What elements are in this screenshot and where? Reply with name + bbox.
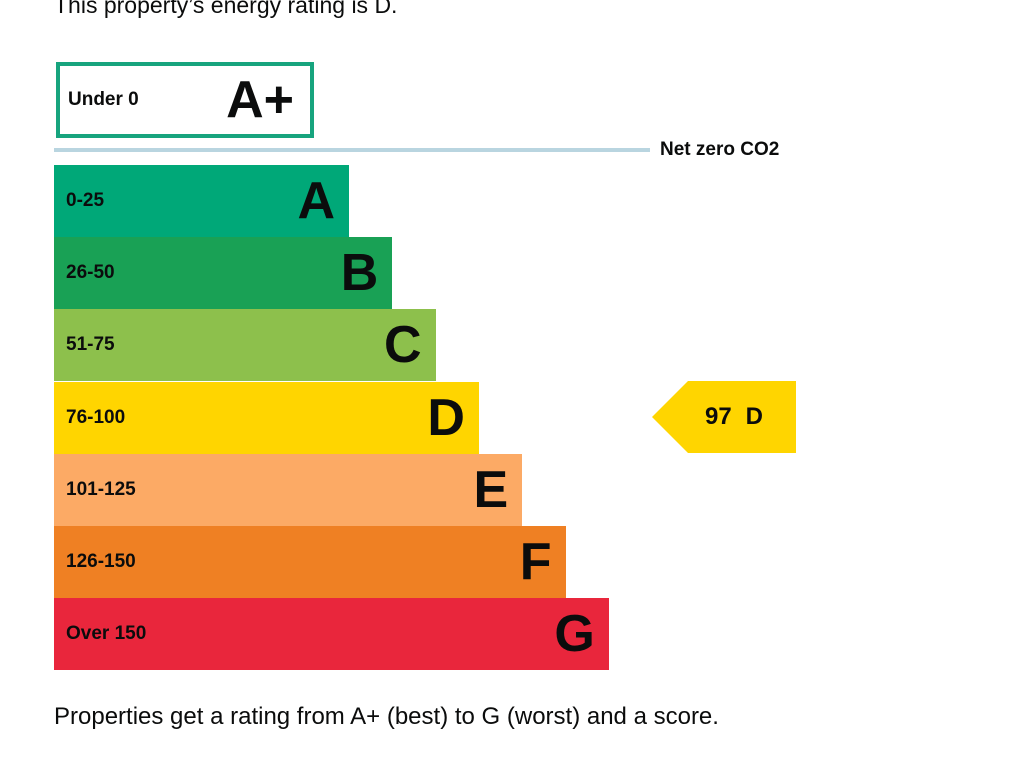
band: 101-125 E [54,453,523,526]
band: 76-100 D [54,381,479,454]
band: Over 150 G [54,598,609,671]
current-rating: 97 D [652,381,796,453]
intro-text: This property’s energy rating is D. [54,0,398,18]
band-range: Under 0 [68,89,139,110]
band-range: Over 150 [66,623,147,645]
band: 0-25 A [54,165,349,237]
top-band: Under 0 A+ [56,62,314,138]
net-zero-line [54,148,650,152]
band-range: 51-75 [66,334,115,356]
band-range: 0-25 [66,190,105,211]
band-letter: E [473,460,509,519]
footer-text: Properties get a rating from A+ (best) t… [54,703,719,730]
band-letter: A+ [226,71,294,129]
band-range: 126-150 [66,551,136,572]
current-letter: D [745,403,764,430]
band-letter: D [427,388,465,447]
band-letter: C [384,316,422,375]
band-letter: B [340,244,379,303]
band-letter: A [297,172,335,230]
band-range: 26-50 [66,262,115,284]
current-score: 97 [704,403,732,430]
band: 51-75 C [54,309,436,382]
net-zero-label: Net zero CO2 [660,139,780,160]
band-letter: G [554,605,595,664]
band-range: 76-100 [66,406,126,428]
band: 126-150 F [54,526,566,598]
band: 26-50 B [54,237,393,310]
band-letter: F [519,533,552,591]
band-range: 101-125 [66,478,136,500]
